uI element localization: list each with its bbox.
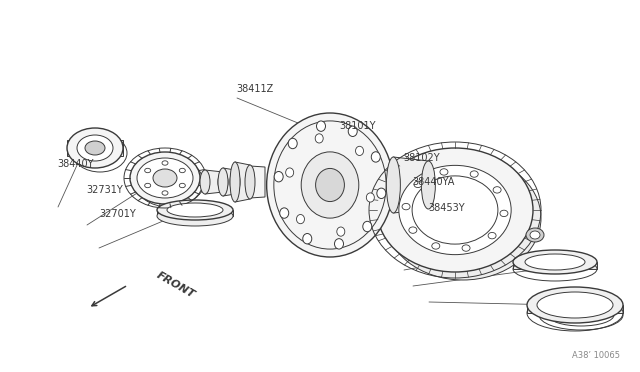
- Ellipse shape: [421, 161, 435, 209]
- Ellipse shape: [245, 165, 255, 199]
- Ellipse shape: [337, 227, 345, 236]
- Ellipse shape: [145, 168, 150, 173]
- Ellipse shape: [371, 152, 380, 162]
- Ellipse shape: [288, 138, 297, 149]
- Ellipse shape: [85, 141, 105, 155]
- Ellipse shape: [348, 126, 357, 137]
- Ellipse shape: [274, 171, 283, 182]
- Ellipse shape: [356, 146, 364, 155]
- Ellipse shape: [179, 168, 186, 173]
- Ellipse shape: [526, 228, 544, 242]
- Ellipse shape: [530, 231, 540, 239]
- Ellipse shape: [363, 221, 372, 232]
- Ellipse shape: [525, 254, 585, 270]
- Polygon shape: [67, 140, 123, 156]
- Ellipse shape: [303, 234, 312, 244]
- Ellipse shape: [440, 169, 448, 175]
- Ellipse shape: [67, 128, 123, 168]
- Ellipse shape: [385, 156, 541, 280]
- Ellipse shape: [488, 232, 496, 239]
- Polygon shape: [235, 162, 250, 202]
- Ellipse shape: [366, 193, 374, 202]
- Ellipse shape: [315, 134, 323, 143]
- Text: 38102Y: 38102Y: [403, 153, 440, 163]
- Text: A38’ 10065: A38’ 10065: [572, 351, 620, 360]
- Ellipse shape: [513, 250, 597, 274]
- Ellipse shape: [296, 215, 305, 224]
- Ellipse shape: [470, 171, 478, 177]
- Ellipse shape: [500, 210, 508, 217]
- Polygon shape: [394, 157, 428, 213]
- Ellipse shape: [77, 135, 113, 161]
- Text: 32731Y: 32731Y: [86, 185, 123, 195]
- Ellipse shape: [179, 183, 186, 188]
- Polygon shape: [513, 262, 597, 269]
- Ellipse shape: [130, 152, 200, 204]
- Polygon shape: [157, 210, 233, 216]
- Ellipse shape: [414, 181, 422, 187]
- Ellipse shape: [200, 170, 210, 194]
- Ellipse shape: [402, 203, 410, 210]
- Ellipse shape: [335, 239, 344, 249]
- Ellipse shape: [462, 245, 470, 251]
- Ellipse shape: [162, 191, 168, 195]
- Ellipse shape: [218, 168, 228, 196]
- Text: 38440YA: 38440YA: [413, 177, 455, 187]
- Ellipse shape: [230, 170, 240, 194]
- Ellipse shape: [218, 172, 228, 192]
- Ellipse shape: [157, 200, 233, 220]
- Polygon shape: [527, 305, 623, 313]
- Text: FRONT: FRONT: [155, 270, 197, 300]
- Ellipse shape: [316, 169, 344, 202]
- Ellipse shape: [137, 158, 193, 198]
- Ellipse shape: [387, 157, 401, 213]
- Text: 32701Y: 32701Y: [99, 209, 136, 219]
- Ellipse shape: [527, 287, 623, 323]
- Text: 38101Y: 38101Y: [339, 122, 376, 131]
- Ellipse shape: [285, 168, 294, 177]
- Text: 38440Y: 38440Y: [58, 159, 94, 169]
- Ellipse shape: [377, 188, 386, 199]
- Ellipse shape: [377, 148, 533, 272]
- Ellipse shape: [145, 183, 150, 188]
- Ellipse shape: [432, 243, 440, 249]
- Ellipse shape: [317, 121, 326, 131]
- Text: 38453Y: 38453Y: [429, 203, 465, 213]
- Ellipse shape: [157, 206, 233, 226]
- Text: 38411Z: 38411Z: [237, 84, 274, 94]
- Ellipse shape: [153, 169, 177, 187]
- Ellipse shape: [230, 162, 240, 202]
- Ellipse shape: [267, 113, 394, 257]
- Ellipse shape: [493, 187, 501, 193]
- Ellipse shape: [162, 161, 168, 165]
- Ellipse shape: [409, 227, 417, 233]
- Ellipse shape: [167, 203, 223, 217]
- Polygon shape: [250, 166, 265, 198]
- Ellipse shape: [399, 166, 511, 255]
- Ellipse shape: [280, 208, 289, 218]
- Ellipse shape: [301, 152, 359, 218]
- Ellipse shape: [537, 292, 613, 318]
- Polygon shape: [205, 170, 223, 194]
- Polygon shape: [223, 168, 235, 196]
